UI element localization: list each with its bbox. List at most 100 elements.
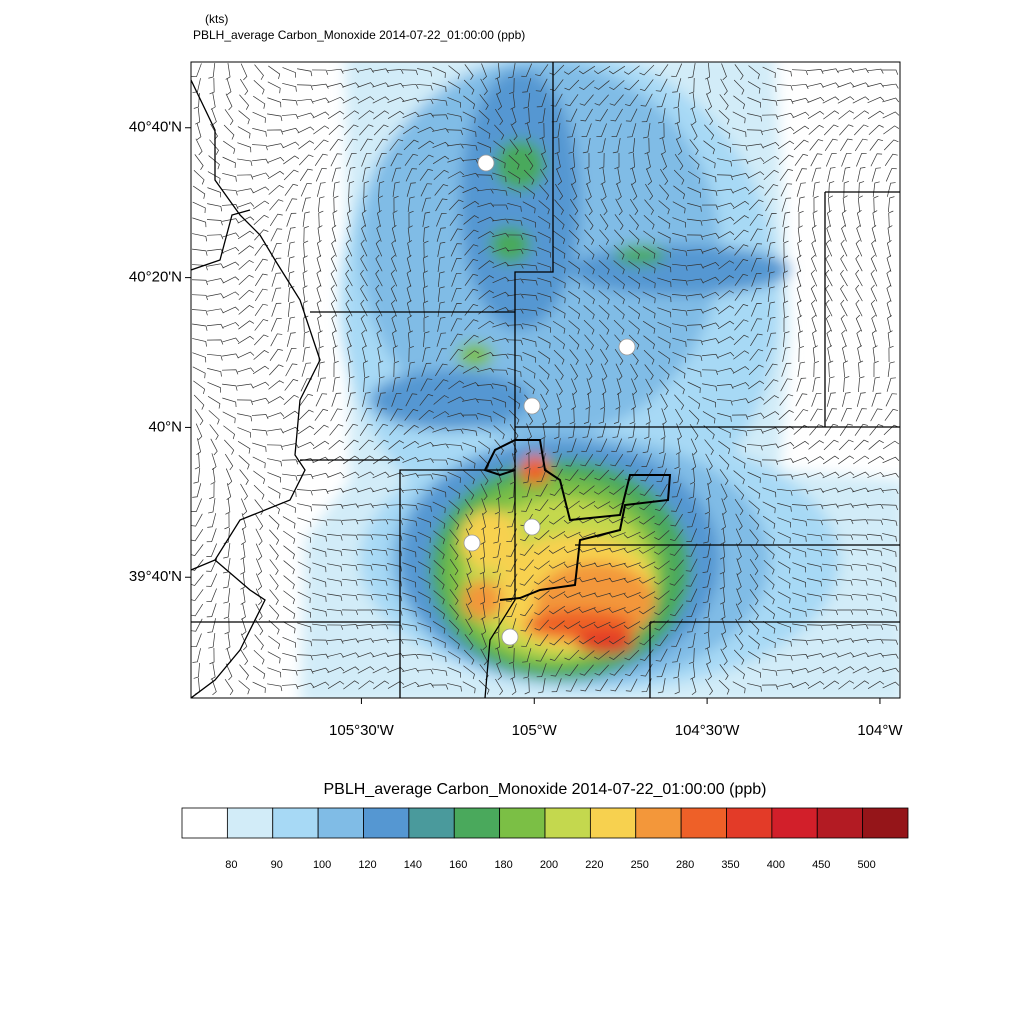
wind-barb bbox=[854, 138, 868, 152]
wind-barb bbox=[317, 240, 322, 257]
wind-barb bbox=[191, 589, 204, 602]
wind-barb bbox=[631, 393, 636, 410]
wind-barb bbox=[448, 619, 460, 635]
wind-barb bbox=[705, 678, 714, 696]
wind-barb bbox=[766, 227, 776, 242]
wind-barb bbox=[253, 350, 269, 360]
wind-barb bbox=[361, 153, 372, 167]
wind-barb bbox=[851, 549, 868, 556]
wind-barb bbox=[750, 243, 762, 257]
wind-barb bbox=[303, 331, 310, 348]
wind-barb bbox=[858, 376, 865, 393]
contour-fill bbox=[570, 245, 790, 295]
wind-barb bbox=[597, 423, 607, 438]
wind-barb bbox=[536, 93, 547, 108]
wind-barb bbox=[594, 469, 610, 481]
wind-barb bbox=[422, 346, 431, 362]
wind-barb bbox=[251, 414, 269, 420]
wind-barb bbox=[732, 186, 750, 194]
wind-barb bbox=[238, 259, 254, 270]
wind-barb bbox=[598, 290, 610, 305]
wind-barb bbox=[578, 532, 596, 538]
wind-barb bbox=[237, 351, 255, 359]
wind-barb bbox=[654, 530, 670, 541]
wind-barb bbox=[791, 69, 808, 76]
wind-barb bbox=[553, 230, 566, 245]
wind-barb bbox=[363, 360, 369, 378]
wind-barb bbox=[548, 576, 566, 584]
wind-barb bbox=[656, 93, 667, 108]
wind-barb bbox=[477, 426, 491, 438]
wind-barb bbox=[881, 69, 899, 75]
wind-barb bbox=[371, 609, 388, 616]
wind-barb bbox=[881, 488, 899, 494]
colorbar-box bbox=[771, 807, 818, 839]
wind-barb bbox=[270, 318, 282, 332]
wind-barb bbox=[285, 363, 298, 377]
wind-barb bbox=[254, 273, 268, 287]
wind-barb bbox=[653, 560, 670, 570]
wind-barb bbox=[317, 330, 323, 347]
wind-barb bbox=[387, 548, 403, 557]
wind-barb bbox=[702, 247, 720, 253]
wind-barb bbox=[672, 648, 682, 663]
wind-barb bbox=[783, 315, 789, 333]
wind-barb bbox=[434, 379, 449, 391]
wind-barb bbox=[450, 333, 463, 347]
wind-barb bbox=[521, 63, 533, 77]
wind-barb bbox=[536, 468, 547, 482]
wind-barb bbox=[750, 228, 763, 242]
wind-barb bbox=[223, 124, 235, 140]
wind-barb bbox=[331, 224, 337, 242]
wind-barb bbox=[252, 172, 270, 178]
wind-barb bbox=[579, 485, 595, 495]
wind-barb bbox=[401, 83, 419, 89]
wind-barb bbox=[206, 234, 224, 240]
wind-barb bbox=[806, 68, 824, 74]
wind-barb bbox=[347, 167, 356, 182]
wind-barb bbox=[703, 617, 710, 634]
wind-barb bbox=[792, 473, 809, 478]
wind-barb bbox=[522, 78, 532, 93]
wind-barb bbox=[282, 141, 300, 149]
wind-barb bbox=[717, 216, 735, 224]
wind-barb bbox=[812, 181, 820, 197]
wind-barb bbox=[330, 153, 343, 167]
wind-barb bbox=[642, 123, 651, 139]
wind-barb bbox=[241, 603, 246, 620]
wind-barb bbox=[882, 681, 900, 689]
wind-barb bbox=[432, 82, 447, 93]
wind-barb bbox=[882, 608, 897, 617]
wind-barb bbox=[463, 649, 475, 665]
wind-barb bbox=[811, 299, 817, 317]
wind-barb bbox=[540, 393, 548, 411]
wind-barb bbox=[493, 603, 501, 619]
wind-barb bbox=[871, 330, 877, 347]
wind-barb bbox=[423, 331, 430, 348]
wind-barb bbox=[403, 125, 420, 135]
wind-barb bbox=[253, 649, 265, 665]
wind-barb bbox=[254, 618, 264, 636]
wind-barb bbox=[360, 314, 368, 332]
wind-barb bbox=[360, 408, 372, 422]
wind-barb bbox=[736, 573, 742, 591]
wind-barb bbox=[432, 155, 450, 165]
wind-barb bbox=[870, 254, 878, 272]
wind-barb bbox=[224, 439, 235, 455]
wind-barb bbox=[613, 275, 625, 290]
wind-barb bbox=[210, 663, 216, 680]
wind-barb bbox=[842, 392, 851, 407]
wind-barb bbox=[317, 315, 322, 332]
contour-fill bbox=[575, 630, 635, 654]
wind-barb bbox=[643, 349, 655, 365]
wind-barb bbox=[268, 65, 281, 79]
wind-barb bbox=[565, 108, 578, 122]
wind-barb bbox=[608, 562, 626, 568]
wind-barb bbox=[402, 547, 417, 558]
colorbar-box bbox=[363, 807, 410, 839]
wind-barb bbox=[705, 62, 711, 80]
colorbar-label: 450 bbox=[812, 859, 830, 871]
wind-barb bbox=[297, 622, 312, 633]
wind-barb bbox=[717, 231, 735, 239]
wind-barb bbox=[828, 360, 834, 378]
